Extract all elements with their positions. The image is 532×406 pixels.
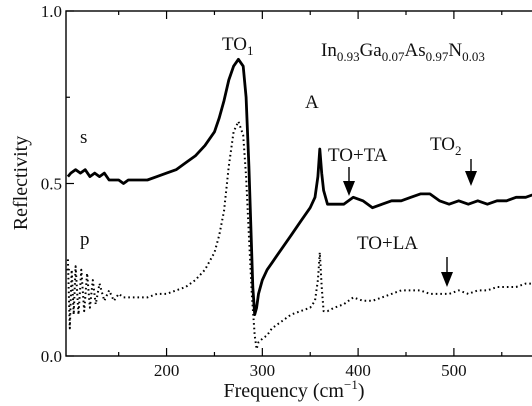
series-line-s (66, 57, 532, 317)
y-tick-label: 0.0 (41, 347, 62, 366)
y-tick-label: 1.0 (41, 2, 62, 21)
annotation-to-ta: TO+TA (328, 145, 388, 166)
series-label-p: p (80, 229, 90, 250)
x-tick-label: 300 (250, 361, 276, 380)
x-tick-label: 200 (154, 361, 180, 380)
annotation-to1: TO1 (222, 34, 253, 58)
series-label-s: s (80, 127, 87, 148)
arrow-to-ta (343, 167, 355, 196)
arrow-to2 (465, 159, 477, 186)
series-line-p (66, 120, 532, 351)
axis-ticks (66, 10, 503, 357)
data-series (66, 57, 532, 351)
annotation-to2: TO2 (430, 134, 461, 158)
annotation-a: A (305, 92, 319, 113)
x-tick-label: 500 (441, 361, 467, 380)
x-tick-label: 400 (345, 361, 371, 380)
arrow-to-la (441, 257, 453, 287)
x-axis-label: Frequency (cm−1) (223, 377, 364, 402)
composition-label: In0.93Ga0.07As0.97N0.03 (321, 40, 485, 64)
y-tick-label: 0.5 (41, 175, 62, 194)
y-axis-label: Reflectivity (10, 136, 32, 230)
annotation-to-la: TO+LA (357, 233, 418, 254)
